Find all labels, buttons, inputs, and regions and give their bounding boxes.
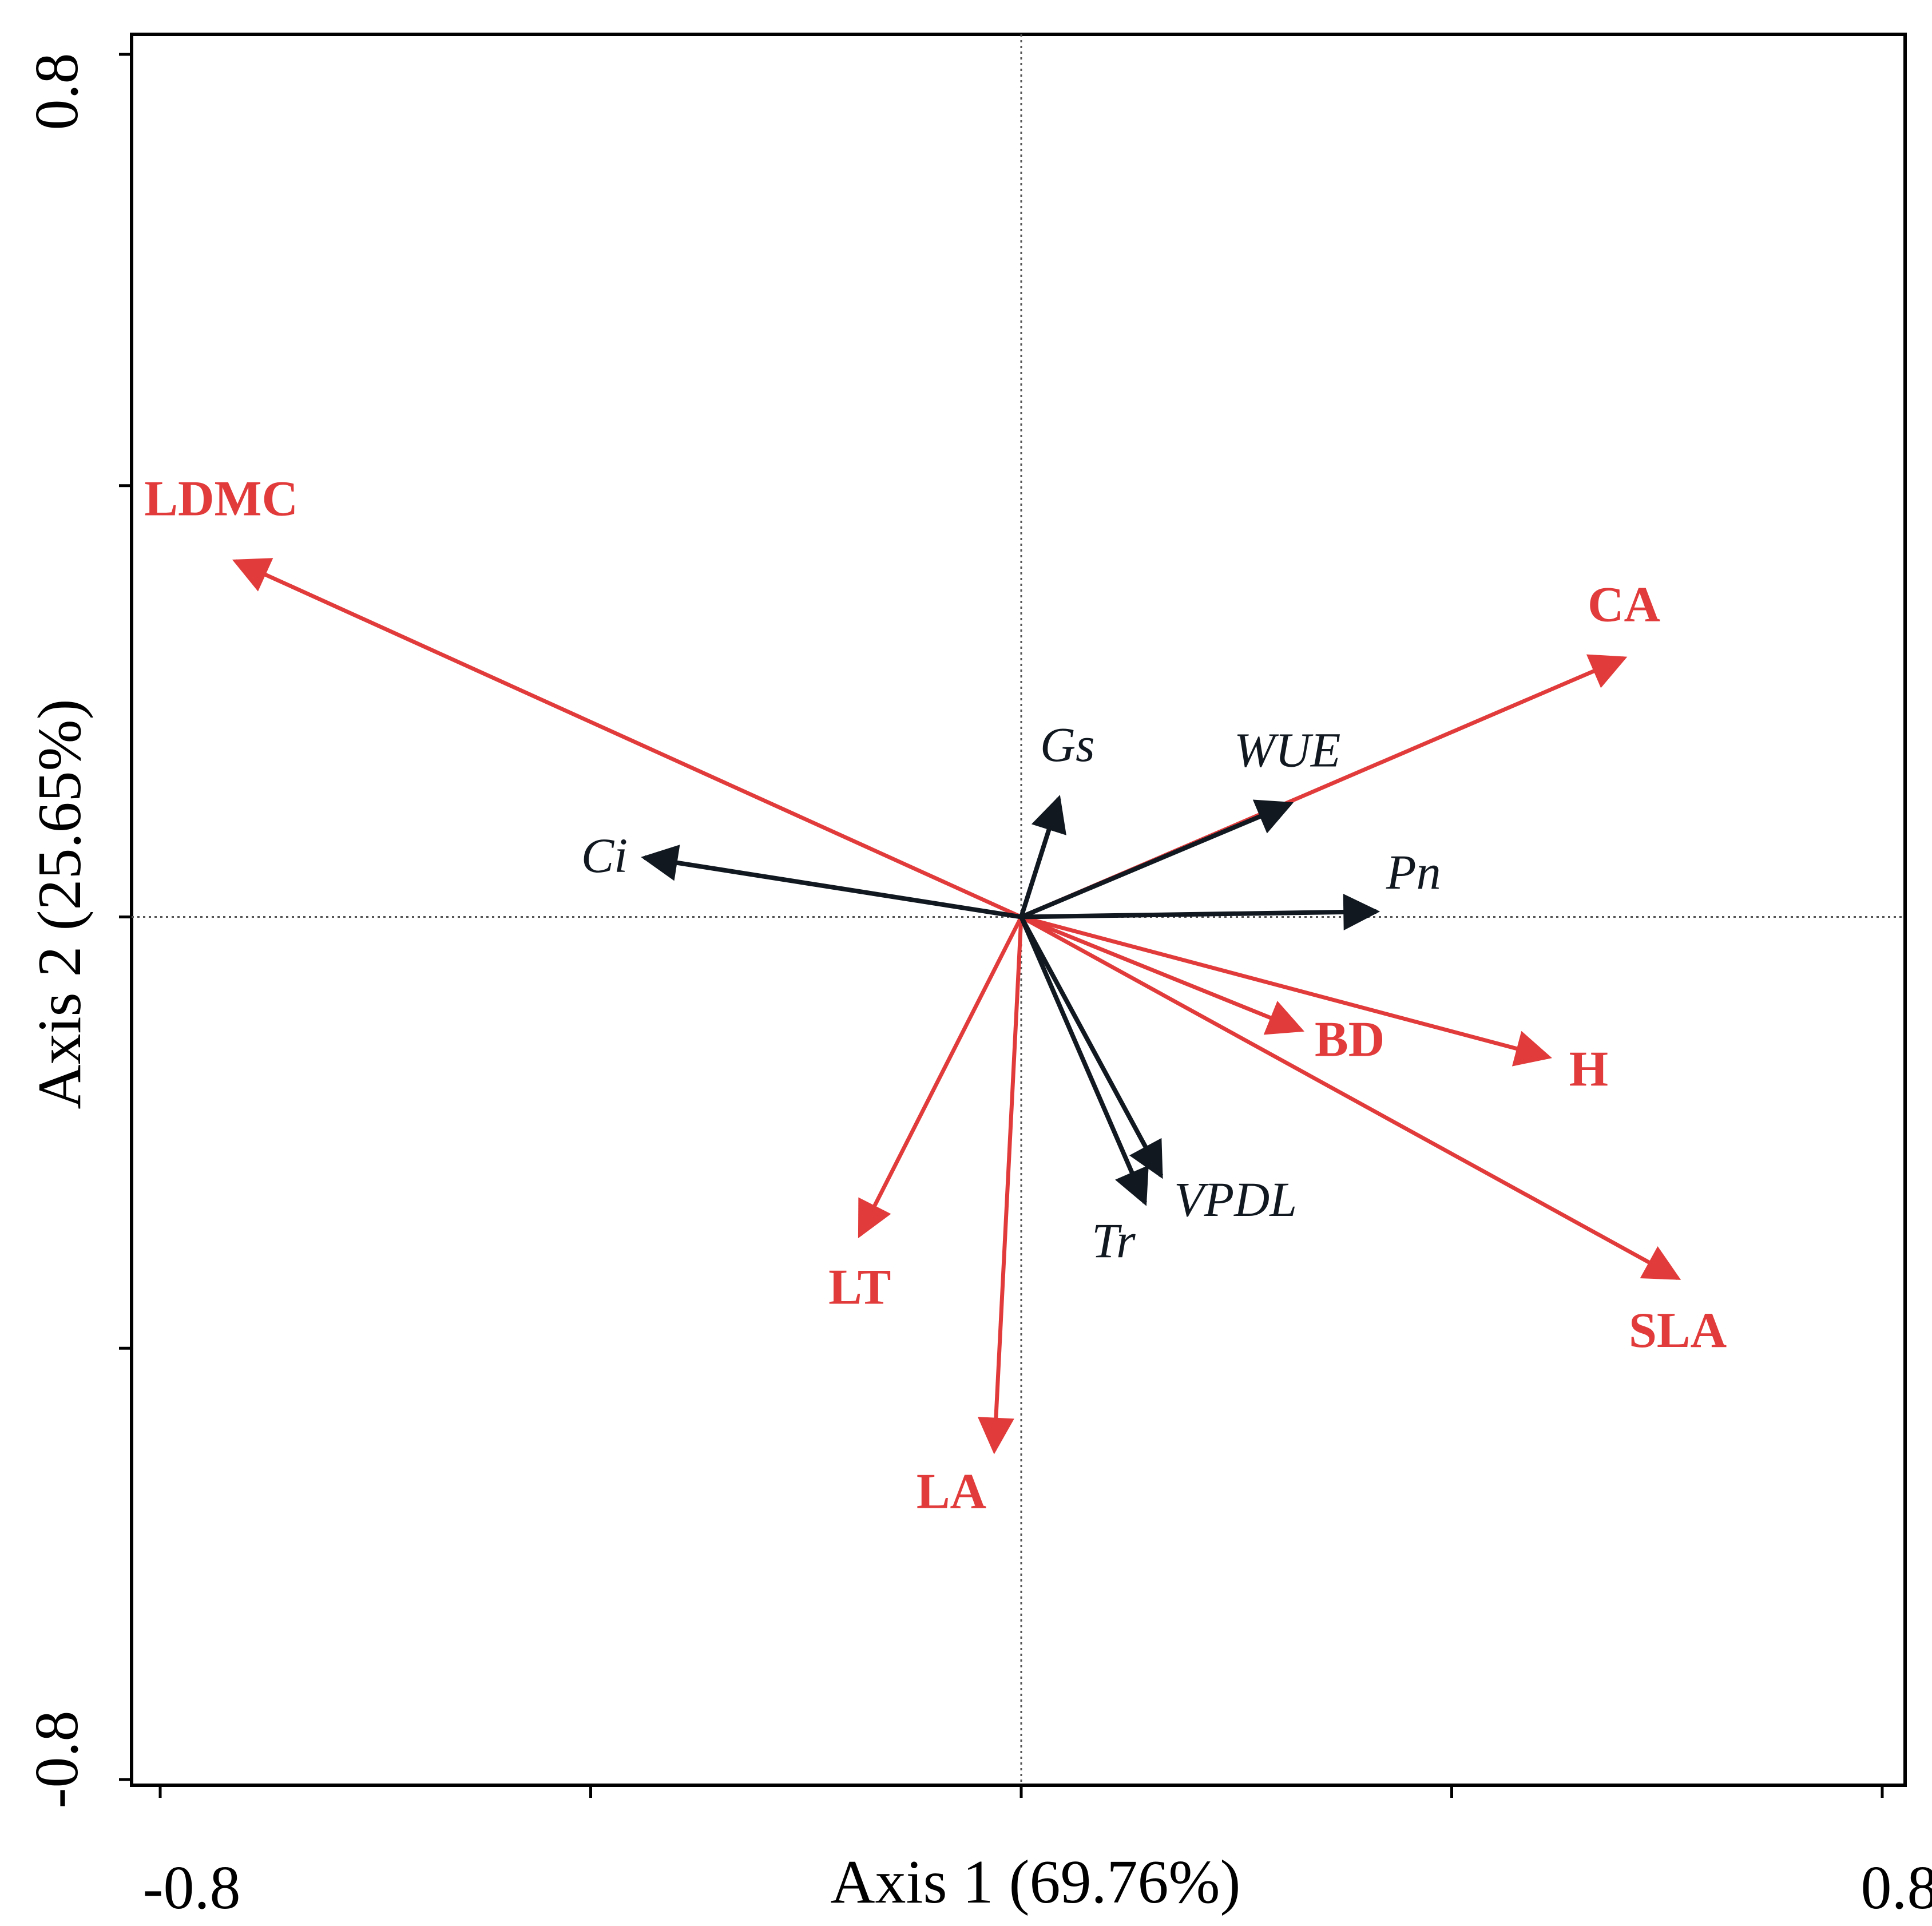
vector-label-ldmc: LDMC: [144, 471, 298, 527]
vector-label-h: H: [1569, 1041, 1608, 1097]
x-axis-ticks: [158, 1785, 1884, 1798]
vector-wue: [1020, 799, 1294, 920]
vector-ci: [641, 845, 1022, 920]
x-axis-title: Axis 1 (69.76%): [831, 1848, 1241, 1916]
vector-ldmc: [232, 558, 1022, 919]
vector-label-wue: WUE: [1234, 723, 1340, 778]
vector-label-ca: CA: [1588, 577, 1660, 632]
vector-tr: [1019, 916, 1149, 1206]
vector-label-la: LA: [917, 1464, 986, 1519]
vector-sla: [1020, 915, 1681, 1280]
vector-la: [977, 917, 1023, 1455]
vector-bd: [1020, 915, 1305, 1035]
vector-lt: [858, 916, 1023, 1239]
plot-frame: [130, 33, 1907, 1787]
y-tick-label-max: 0.8: [23, 53, 91, 130]
vector-label-pn: Pn: [1386, 845, 1441, 899]
vector-label-vpdl: VPDL: [1174, 1172, 1297, 1227]
vector-label-lt: LT: [828, 1259, 891, 1315]
y-tick-label-min: -0.8: [23, 1711, 91, 1809]
vector-label-layer: LDMC CA BD H SLA LT LA Gs WUE Ci Pn VPDL Tr: [144, 471, 1727, 1520]
y-axis-title: Axis 2 (25.65%): [26, 699, 94, 1109]
vector-layer: [232, 558, 1681, 1455]
vector-pn: [1021, 893, 1380, 930]
y-axis-ticks: [119, 53, 132, 1781]
vector-label-bd: BD: [1315, 1012, 1384, 1067]
x-tick-label-min: -0.8: [143, 1854, 241, 1922]
vector-label-gs: Gs: [1040, 717, 1095, 772]
vector-label-sla: SLA: [1629, 1303, 1727, 1358]
vector-vpdl: [1019, 916, 1164, 1179]
vector-h: [1021, 915, 1552, 1067]
vector-label-ci: Ci: [581, 828, 628, 883]
x-tick-label-max: 0.8: [1861, 1854, 1932, 1922]
vector-gs: [1019, 795, 1066, 918]
vector-label-tr: Tr: [1092, 1213, 1136, 1268]
